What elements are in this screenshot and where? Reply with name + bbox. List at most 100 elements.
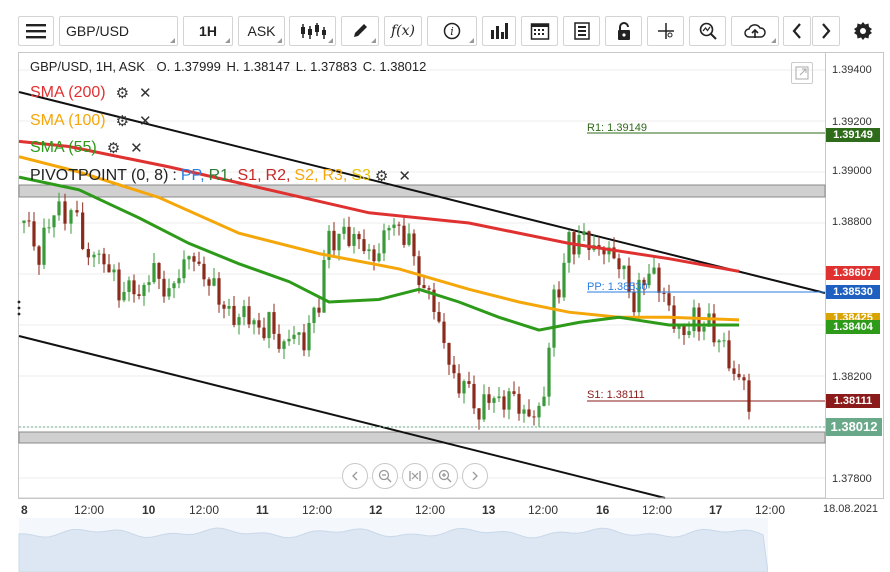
zoom-in-button[interactable] (432, 463, 458, 489)
r1-level-label: R1: 1.39149 (587, 122, 647, 134)
candle-body (552, 289, 556, 348)
chart-type-button[interactable] (289, 16, 336, 46)
scroll-left-button[interactable] (783, 16, 811, 46)
candle-body (417, 256, 421, 286)
candle-body (487, 394, 491, 403)
indicators-button[interactable] (482, 16, 516, 46)
candle-body (157, 263, 161, 279)
candle-body (662, 292, 666, 294)
scroll-right-button[interactable] (812, 16, 840, 46)
lock-icon (617, 22, 630, 40)
timeframe-select[interactable]: 1H (183, 16, 233, 46)
candle-body (167, 288, 171, 297)
candle-body (702, 326, 706, 332)
sma-200-price-badge: 1.38607 (826, 266, 880, 280)
pan-left-button[interactable] (342, 463, 368, 489)
crosshair-button[interactable] (647, 16, 684, 46)
calendar-button[interactable] (521, 16, 558, 46)
candle-body (617, 258, 621, 270)
candle-body (282, 341, 286, 349)
candle-body (377, 253, 381, 262)
navigator-window[interactable] (768, 518, 825, 572)
symbol-select[interactable]: GBP/USD (59, 16, 178, 46)
crosshair-icon (657, 23, 674, 39)
close-icon[interactable]: ✕ (398, 168, 411, 185)
sma-200-line[interactable] (18, 139, 740, 273)
candle-body (297, 332, 301, 335)
candle-body (312, 307, 316, 323)
candle-body (75, 210, 79, 213)
candle-body (637, 279, 641, 313)
candle-body (247, 306, 251, 325)
close-icon[interactable]: ✕ (139, 85, 152, 102)
legend-sma-200[interactable]: SMA (200) ⚙ ✕ (30, 84, 156, 102)
channel-lower-line[interactable] (18, 335, 666, 499)
candle-body (47, 227, 51, 229)
zoom-button[interactable] (689, 16, 726, 46)
lock-button[interactable] (605, 16, 642, 46)
sma-55-line[interactable] (18, 175, 739, 332)
candle-body (502, 396, 506, 410)
function-button[interactable]: f(x) (384, 16, 422, 46)
export-button[interactable] (731, 16, 779, 46)
channel-upper-line[interactable] (18, 91, 826, 294)
reset-zoom-button[interactable] (402, 463, 428, 489)
gear-icon[interactable]: ⚙ (374, 168, 389, 185)
candle-body (717, 340, 721, 343)
price-type-select[interactable]: ASK (238, 16, 285, 46)
close-icon[interactable]: ✕ (130, 140, 143, 157)
s1-price-badge: 1.38111 (826, 394, 880, 408)
candle-body (477, 408, 481, 420)
candle-body (432, 289, 436, 312)
gear-icon (854, 22, 872, 40)
zoom-out-button[interactable] (372, 463, 398, 489)
pencil-icon (354, 24, 367, 37)
candle-body (352, 233, 356, 246)
info-button[interactable]: i (427, 16, 477, 46)
candle-body (42, 227, 46, 265)
candle-body (122, 291, 126, 301)
gear-icon[interactable]: ⚙ (106, 140, 121, 157)
resistance-zone (18, 184, 826, 198)
fullscreen-button[interactable] (791, 62, 813, 84)
gear-icon[interactable]: ⚙ (115, 85, 130, 102)
pan-right-button[interactable] (462, 463, 488, 489)
calendar-icon (530, 23, 549, 40)
zoom-out-icon (378, 469, 392, 483)
candle-body (587, 231, 591, 250)
x-tick: 16 (596, 503, 610, 517)
legend-sma-100[interactable]: SMA (100) ⚙ ✕ (30, 112, 156, 130)
x-tick: 12:00 (302, 503, 333, 517)
symbol-value: GBP/USD (66, 23, 130, 39)
candle-body (537, 405, 541, 418)
pivot-pp: PP, (180, 167, 205, 184)
candle-body (467, 381, 471, 384)
candle-body (557, 289, 561, 298)
close-value: C. 1.38012 (362, 59, 427, 74)
settings-button[interactable] (846, 16, 880, 46)
candle-body (427, 288, 431, 290)
candle-body (402, 225, 406, 245)
gear-icon[interactable]: ⚙ (115, 113, 130, 130)
zoom-in-icon (438, 469, 452, 483)
chevron-right-icon (472, 471, 478, 481)
templates-button[interactable] (563, 16, 600, 46)
candle-body (627, 265, 631, 293)
candle-body (227, 305, 231, 309)
menu-button[interactable] (18, 16, 54, 46)
candle-body (212, 278, 216, 286)
close-icon[interactable]: ✕ (139, 113, 152, 130)
candle-body (727, 340, 731, 369)
candle-body (522, 409, 526, 414)
chart-resize-handle[interactable] (17, 299, 21, 319)
candle-body (682, 326, 686, 336)
sma-100-label: SMA (100) (30, 112, 106, 129)
legend-pivot-point[interactable]: PIVOTPOINT (0, 8) : PP, R1, S1, R2, S2, … (30, 167, 415, 185)
draw-tool-button[interactable] (341, 16, 379, 46)
candle-body (217, 278, 221, 305)
x-tick: 12:00 (755, 503, 786, 517)
legend-sma-55[interactable]: SMA (55) ⚙ ✕ (30, 139, 147, 157)
candle-body (392, 224, 396, 228)
candle-body (292, 334, 296, 339)
